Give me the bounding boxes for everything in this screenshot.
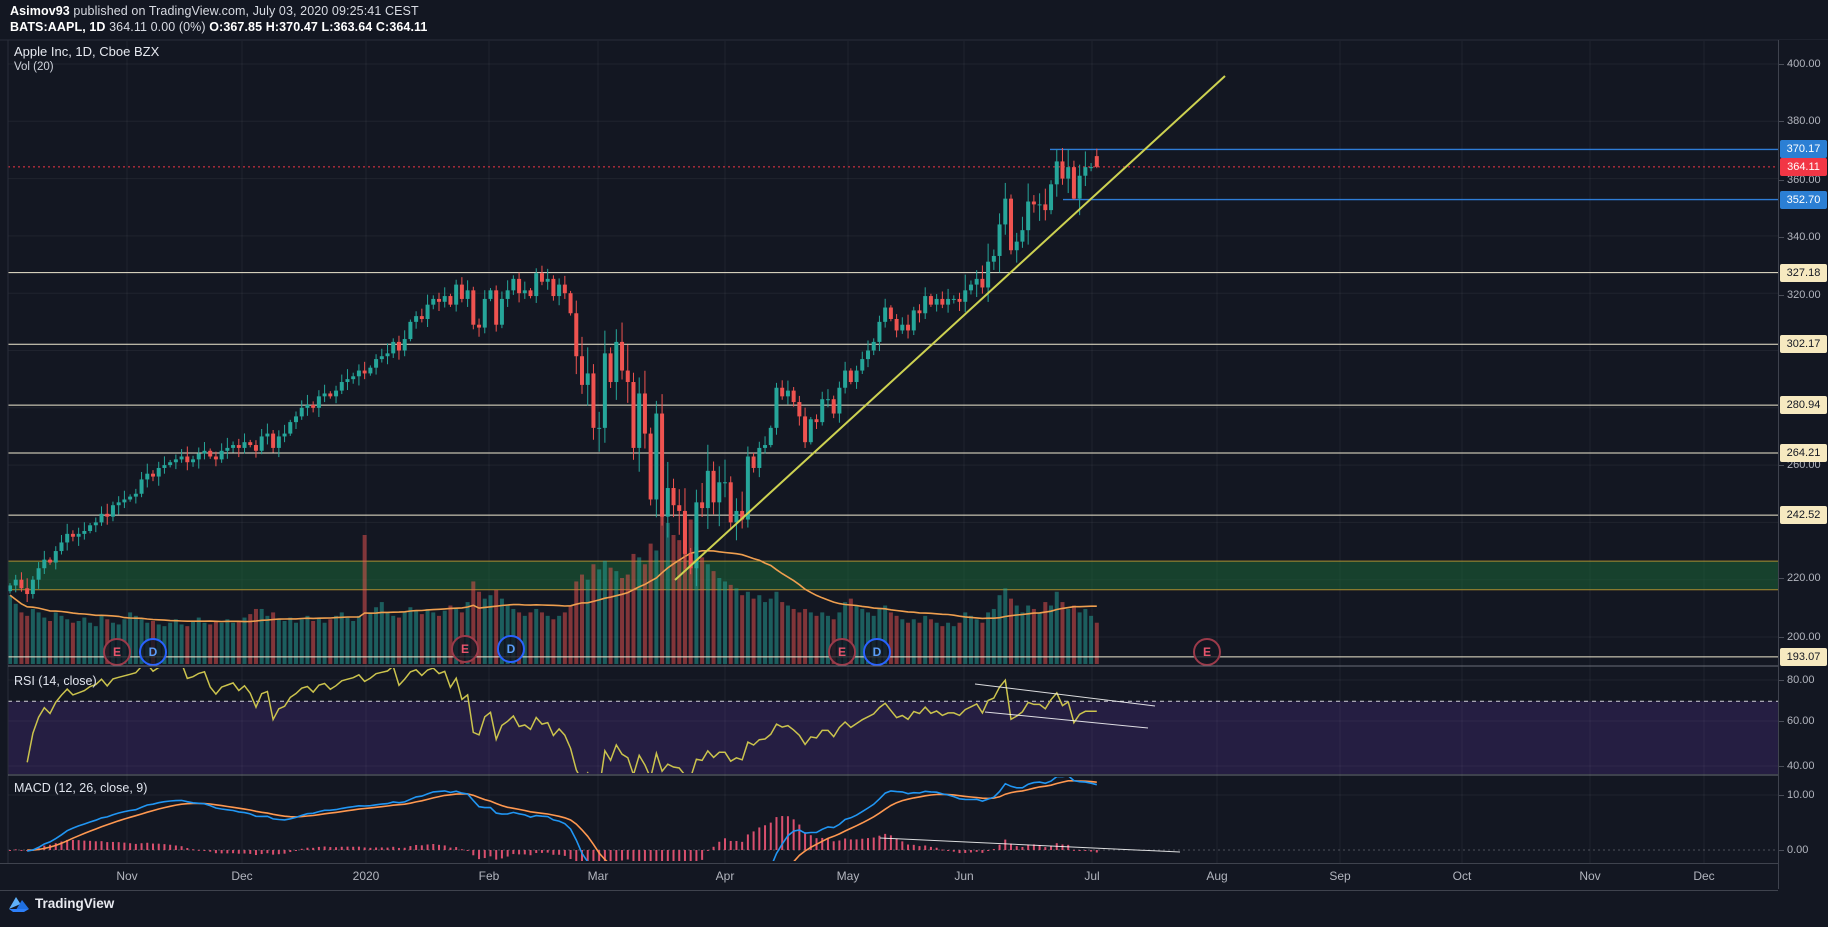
time-label-Jul: Jul xyxy=(1084,869,1100,883)
time-label-Oct: Oct xyxy=(1452,869,1472,883)
series-legend-title[interactable]: Apple Inc, 1D, Cboe BZX xyxy=(14,44,160,59)
price-tick: 340.00 xyxy=(1779,231,1821,243)
svg-text:E: E xyxy=(1203,645,1211,659)
earnings-badge[interactable]: E xyxy=(451,635,479,663)
price-axis[interactable]: 400.00 380.00 360.00 340.00 320.00 260.00 220.… xyxy=(1778,40,1828,889)
macd-pane-label[interactable]: MACD (12, 26, close, 9) xyxy=(14,781,148,795)
price-badge-302.17: 302.17 xyxy=(1780,335,1827,353)
price-badge-364.11: 364.11 xyxy=(1780,158,1827,176)
price-tick: 360.00 xyxy=(1779,174,1821,186)
byline-rest: published on TradingView.com, July 03, 2… xyxy=(69,4,419,18)
earnings-badge[interactable]: E xyxy=(103,638,131,666)
price-tick: 320.00 xyxy=(1779,289,1821,301)
dividend-badge[interactable]: D xyxy=(497,635,525,663)
time-label-May: May xyxy=(836,869,860,883)
time-axis[interactable]: Nov Dec 2020 Feb Mar Apr May Jun Jul Aug Sep Oct Nov… xyxy=(0,863,1778,891)
price-tick: 200.00 xyxy=(1779,631,1821,643)
time-label-Nov: Nov xyxy=(116,869,138,883)
volume-legend[interactable]: Vol (20) xyxy=(14,61,54,73)
tradingview-logo-icon xyxy=(9,897,29,912)
dividend-badge[interactable]: D xyxy=(863,638,891,666)
time-label-Jun: Jun xyxy=(954,869,974,883)
svg-text:E: E xyxy=(461,642,469,656)
price-tick: 260.00 xyxy=(1779,459,1821,471)
price-tick: 400.00 xyxy=(1779,58,1821,70)
svg-text:D: D xyxy=(507,642,516,656)
symbol-quote-line: BATS:AAPL, 1D 364.11 0.00 (0%) O:367.85 … xyxy=(10,20,427,34)
byline: Asimov93 published on TradingView.com, J… xyxy=(10,4,419,18)
ohlc-values: O:367.85 H:370.47 L:363.64 C:364.11 xyxy=(209,20,428,34)
price-badge-242.52: 242.52 xyxy=(1780,506,1827,524)
tradingview-logo-text: TradingView xyxy=(35,895,115,911)
price-badge-193.07: 193.07 xyxy=(1780,648,1827,666)
dividend-badge[interactable]: D xyxy=(139,638,167,666)
price-badge-370.17: 370.17 xyxy=(1780,140,1827,158)
price-tick: 380.00 xyxy=(1779,115,1821,127)
price-badge-327.18: 327.18 xyxy=(1780,264,1827,282)
time-label-Mar: Mar xyxy=(587,869,609,883)
time-label-Dec: Dec xyxy=(1693,869,1715,883)
svg-text:E: E xyxy=(838,645,846,659)
time-label-Feb: Feb xyxy=(478,869,500,883)
time-label-Sep: Sep xyxy=(1329,869,1351,883)
macd-tick: 0.00 xyxy=(1778,844,1809,856)
time-label-Aug: Aug xyxy=(1206,869,1228,883)
time-label-Apr: Apr xyxy=(715,869,735,883)
symbol-name: BATS:AAPL, 1D xyxy=(10,20,106,34)
svg-text:E: E xyxy=(113,645,121,659)
price-badge-280.94: 280.94 xyxy=(1780,396,1827,414)
earnings-badge[interactable]: E xyxy=(828,638,856,666)
time-label-2020: 2020 xyxy=(352,869,380,883)
svg-text:D: D xyxy=(873,645,882,659)
macd-tick: 10.00 xyxy=(1779,789,1815,801)
price-tick: 220.00 xyxy=(1779,572,1821,584)
price-badge-352.70: 352.70 xyxy=(1780,191,1827,209)
rsi-tick: 80.00 xyxy=(1779,674,1815,686)
svg-text:D: D xyxy=(149,645,158,659)
rsi-pane-label[interactable]: RSI (14, close) xyxy=(14,674,97,688)
tradingview-logo[interactable]: TradingView xyxy=(8,893,114,913)
last-quote: 364.11 0.00 (0%) xyxy=(105,20,210,34)
price-badge-264.21: 264.21 xyxy=(1780,444,1827,462)
time-label-Dec: Dec xyxy=(231,869,253,883)
byline-user: Asimov93 xyxy=(10,4,70,18)
earnings-badge[interactable]: E xyxy=(1193,638,1221,666)
rsi-tick: 40.00 xyxy=(1779,760,1815,772)
rsi-tick: 60.00 xyxy=(1779,715,1815,727)
time-label-Nov: Nov xyxy=(1579,869,1601,883)
